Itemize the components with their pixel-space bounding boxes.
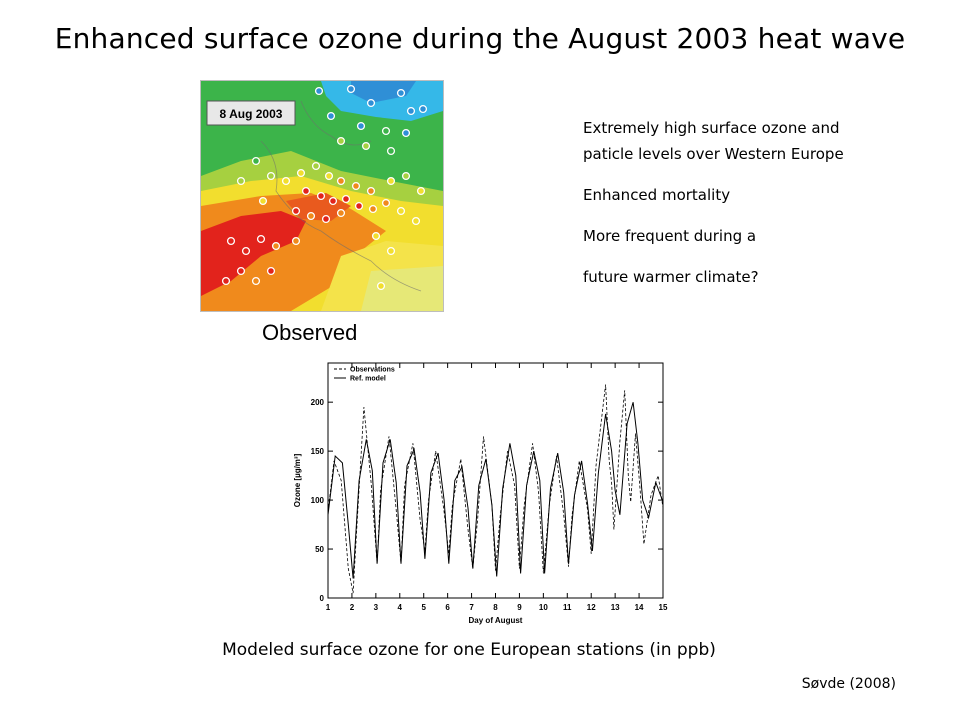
station-dot — [366, 98, 376, 108]
x-tick-label: 2 — [350, 603, 355, 612]
station-dot — [266, 171, 276, 181]
station-dot — [258, 196, 268, 206]
map-caption: Observed — [262, 320, 358, 345]
station-dot — [251, 156, 261, 166]
y-tick-label: 0 — [320, 594, 325, 603]
y-axis-label: Ozone [µg/m³] — [293, 453, 302, 507]
station-dot — [418, 104, 428, 114]
station-dot — [266, 266, 276, 276]
station-dot — [406, 106, 416, 116]
station-dot — [328, 196, 338, 206]
x-tick-label: 6 — [445, 603, 450, 612]
station-dot — [381, 126, 391, 136]
station-dot — [376, 281, 386, 291]
station-dot — [336, 208, 346, 218]
x-tick-label: 14 — [635, 603, 644, 612]
station-dot — [316, 191, 326, 201]
station-dot — [291, 236, 301, 246]
station-dot — [354, 201, 364, 211]
station-dot — [386, 176, 396, 186]
x-tick-label: 3 — [374, 603, 379, 612]
x-tick-label: 1 — [326, 603, 331, 612]
x-tick-label: 4 — [398, 603, 403, 612]
station-dot — [226, 236, 236, 246]
x-tick-label: 7 — [469, 603, 474, 612]
station-dot — [396, 206, 406, 216]
station-dot — [314, 86, 324, 96]
y-tick-label: 50 — [315, 545, 324, 554]
y-tick-label: 200 — [311, 398, 325, 407]
station-dot — [341, 194, 351, 204]
x-tick-label: 13 — [611, 603, 620, 612]
station-dot — [236, 266, 246, 276]
x-tick-label: 11 — [563, 603, 572, 612]
station-dot — [366, 186, 376, 196]
y-tick-label: 150 — [311, 447, 325, 456]
x-tick-label: 5 — [421, 603, 426, 612]
ozone-map: 8 Aug 2003 — [200, 80, 444, 312]
station-dot — [221, 276, 231, 286]
source-credit: Søvde (2008) — [801, 676, 896, 692]
station-dot — [301, 186, 311, 196]
chart-caption: Modeled surface ozone for one European s… — [222, 640, 716, 660]
station-dot — [356, 121, 366, 131]
slide-title: Enhanced surface ozone during the August… — [54, 22, 906, 55]
bullet-list: Extremely high surface ozone and paticle… — [583, 115, 913, 290]
series-model-line — [327, 402, 664, 579]
station-dot — [336, 176, 346, 186]
station-dot — [401, 171, 411, 181]
x-tick-label: 12 — [587, 603, 596, 612]
x-tick-label: 9 — [517, 603, 522, 612]
x-tick-label: 15 — [659, 603, 668, 612]
station-dot — [291, 206, 301, 216]
legend-model-label: Ref. model — [350, 376, 386, 383]
y-tick-label: 100 — [311, 496, 325, 505]
station-dot — [386, 146, 396, 156]
station-dot — [416, 186, 426, 196]
station-dot — [371, 231, 381, 241]
bullet-line-3: Enhanced mortality — [583, 186, 731, 204]
station-dot — [296, 168, 306, 178]
chart-legend: Observations Ref. model — [334, 367, 395, 383]
x-axis-label: Day of August — [469, 616, 523, 625]
station-dot — [386, 246, 396, 256]
station-dot — [321, 214, 331, 224]
station-dot — [368, 204, 378, 214]
legend-observations-label: Observations — [350, 367, 395, 374]
station-dot — [351, 181, 361, 191]
x-tick-label: 10 — [539, 603, 548, 612]
station-dot — [411, 216, 421, 226]
station-dot — [281, 176, 291, 186]
bullet-line-5: future warmer climate? — [583, 268, 759, 286]
bullet-line-1: Extremely high surface ozone and — [583, 119, 840, 137]
station-dot — [401, 128, 411, 138]
station-dot — [346, 84, 356, 94]
station-dot — [251, 276, 261, 286]
station-dot — [381, 198, 391, 208]
station-dot — [361, 141, 371, 151]
station-dot — [396, 88, 406, 98]
map-date-label: 8 Aug 2003 — [220, 107, 283, 121]
station-dot — [326, 111, 336, 121]
station-dot — [311, 161, 321, 171]
station-dot — [241, 246, 251, 256]
station-dot — [236, 176, 246, 186]
station-dot — [336, 136, 346, 146]
station-dot — [306, 211, 316, 221]
station-dot — [324, 171, 334, 181]
ozone-timeseries-chart: 1 2 3 4 5 6 7 8 9 10 11 12 13 14 15 0 50 100 150 200 Observ… — [288, 355, 668, 640]
station-dot — [271, 241, 281, 251]
bullet-line-4: More frequent during a — [583, 227, 757, 245]
x-tick-label: 8 — [493, 603, 498, 612]
bullet-line-2: paticle levels over Western Europe — [583, 145, 844, 163]
station-dot — [256, 234, 266, 244]
